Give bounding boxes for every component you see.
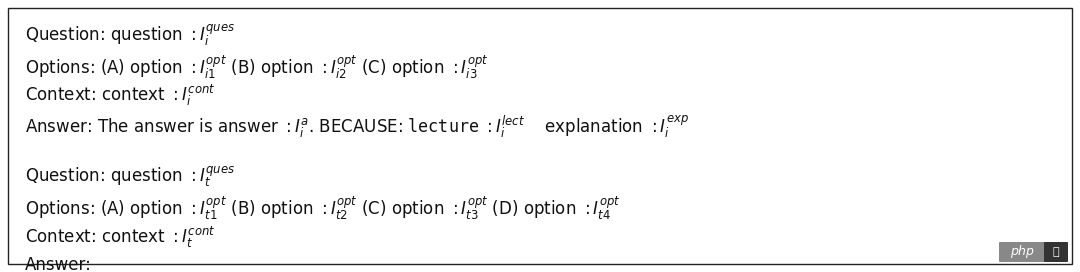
FancyBboxPatch shape xyxy=(1044,242,1068,262)
Text: Answer:: Answer: xyxy=(25,256,92,272)
Text: Context: context $: I_t^{cont}$: Context: context $: I_t^{cont}$ xyxy=(25,225,216,250)
Text: Answer: The answer is answer $: I_i^{a}$. BECAUSE: $\mathtt{lecture}$ $: I_i^{le: Answer: The answer is answer $: I_i^{a}$… xyxy=(25,114,689,140)
Text: Options: (A) option $: I_{t1}^{opt}$ (B) option $: I_{t2}^{opt}$ (C) option $: I: Options: (A) option $: I_{t1}^{opt}$ (B)… xyxy=(25,194,621,221)
Text: 网: 网 xyxy=(1053,247,1059,257)
Text: Context: context $: I_i^{cont}$: Context: context $: I_i^{cont}$ xyxy=(25,83,216,109)
FancyBboxPatch shape xyxy=(999,242,1047,262)
Text: Question: question $: I_t^{ques}$: Question: question $: I_t^{ques}$ xyxy=(25,164,235,189)
Text: Options: (A) option $: I_{i1}^{opt}$ (B) option $: I_{i2}^{opt}$ (C) option $: I: Options: (A) option $: I_{i1}^{opt}$ (B)… xyxy=(25,53,488,81)
Text: Question: question $: I_i^{ques}$: Question: question $: I_i^{ques}$ xyxy=(25,22,235,48)
Text: $\mathit{php}$: $\mathit{php}$ xyxy=(1010,243,1035,261)
